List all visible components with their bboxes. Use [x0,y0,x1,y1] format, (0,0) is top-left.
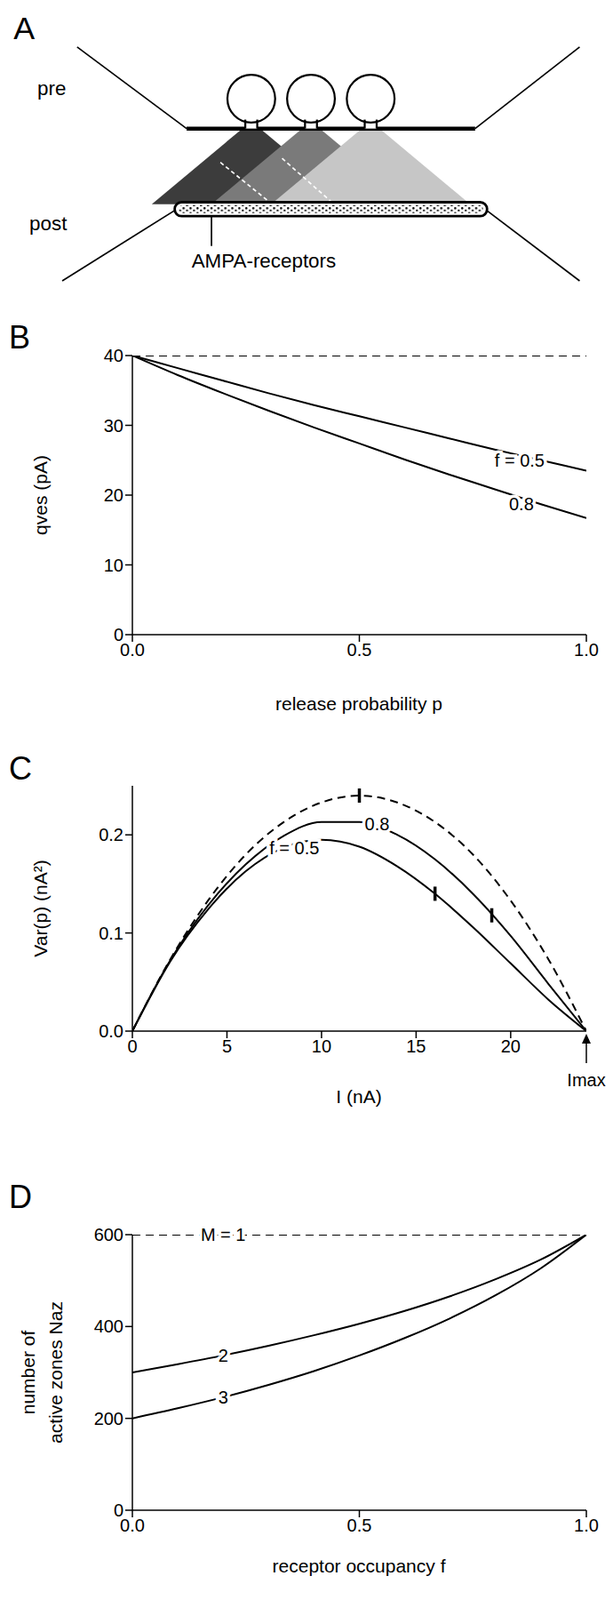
html-text:receptor occupancy f: receptor occupancy f [272,1554,446,1576]
svg-text:5: 5 [222,1035,232,1056]
svg-text:0.0: 0.0 [119,1514,145,1535]
svg-text:M = 1: M = 1 [200,1224,247,1244]
svg-text:10: 10 [103,555,124,575]
svg-text:0.5: 0.5 [347,1514,373,1535]
svg-text:200: 200 [94,1408,124,1428]
html-text:Var(p) (nA²): Var(p) (nA²) [30,859,51,957]
svg-text:pre: pre [37,77,66,100]
svg-text:1.0: 1.0 [573,1514,599,1535]
svg-text:0.1: 0.1 [98,923,124,943]
svg-text:30: 30 [103,415,124,436]
svg-text:0: 0 [113,1499,124,1520]
html-text:C: C [8,749,32,787]
svg-text:2: 2 [218,1345,229,1365]
html-text:release probability p: release probability p [275,692,443,714]
svg-text:20: 20 [103,485,124,505]
svg-text:0: 0 [113,624,124,645]
svg-text:A: A [13,10,35,47]
svg-text:20: 20 [501,1035,521,1056]
svg-text:0.0: 0.0 [98,1020,124,1041]
svg-text:0.2: 0.2 [98,824,124,844]
svg-text:AMPA-receptors: AMPA-receptors [191,249,337,272]
html-text:I (nA): I (nA) [336,1085,382,1107]
svg-text:3: 3 [218,1386,229,1407]
svg-text:15: 15 [406,1035,426,1056]
svg-text:post: post [29,212,68,235]
html-text:D: D [8,1178,32,1215]
svg-text:0.8: 0.8 [509,493,534,514]
svg-text:400: 400 [94,1315,124,1336]
svg-text:40: 40 [103,345,124,366]
svg-text:Imax: Imax [566,1069,606,1090]
svg-text:f = 0.5: f = 0.5 [494,450,545,470]
svg-text:0.8: 0.8 [365,813,391,834]
svg-text:f = 0.5: f = 0.5 [269,837,319,858]
html-text:B: B [8,318,31,356]
html-text:active zones Naz: active zones Naz [45,1300,66,1443]
svg-text:0: 0 [127,1035,137,1056]
svg-text:0.0: 0.0 [119,639,145,660]
svg-text:10: 10 [311,1035,332,1056]
svg-text:600: 600 [94,1224,124,1244]
svg-text:0.5: 0.5 [347,639,373,660]
svg-text:1.0: 1.0 [573,639,599,660]
html-text:qves (pA): qves (pA) [30,454,51,535]
html-text:number of: number of [17,1329,39,1414]
